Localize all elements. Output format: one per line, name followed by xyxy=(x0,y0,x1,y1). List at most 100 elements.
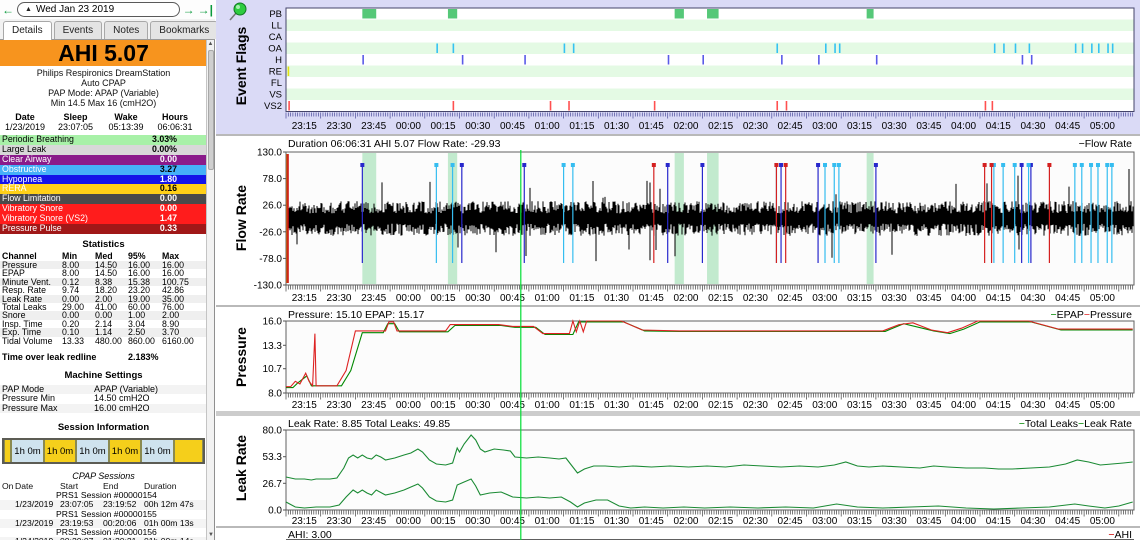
session-block[interactable]: 1h 0m xyxy=(141,440,174,462)
event-tick-mark xyxy=(568,101,570,111)
session-block[interactable]: 1h 0m xyxy=(109,440,141,462)
next-day-arrow-icon[interactable]: → xyxy=(183,4,195,16)
chart-legend: −Flow Rate xyxy=(1079,138,1133,150)
event-tick-mark xyxy=(1031,55,1033,65)
x-tick-label: 00:00 xyxy=(396,121,421,132)
hypopnea-event-marker xyxy=(460,163,464,167)
previous-day-arrow-icon[interactable]: ← xyxy=(2,4,14,16)
session-block[interactable]: 1h 0m xyxy=(11,440,44,462)
cpap-sessions-header-cell: Date xyxy=(15,482,60,491)
date-selector[interactable]: ▲ Wed Jan 23 2019 xyxy=(17,2,180,17)
snore-event-marker xyxy=(990,163,994,167)
obstructive-event-marker xyxy=(1096,163,1100,167)
x-tick-label: 04:15 xyxy=(986,293,1011,304)
session-block[interactable] xyxy=(174,440,203,462)
machine-setting-cell: Pressure Max xyxy=(2,404,94,414)
event-tick-mark xyxy=(436,44,438,54)
y-tick-label: 80.0 xyxy=(263,426,283,437)
event-index-label: Obstructive xyxy=(0,165,135,175)
sidebar-scrollbar[interactable]: ▲ ▼ xyxy=(206,40,214,540)
leak-rate-plot[interactable] xyxy=(286,430,1134,510)
scroll-down-icon[interactable]: ▼ xyxy=(207,531,215,540)
panel-divider xyxy=(216,134,1140,136)
flag-row-label: VS xyxy=(269,90,282,101)
event-tick-mark xyxy=(825,44,827,54)
event-index-label: RERA xyxy=(0,184,135,194)
scroll-up-icon[interactable]: ▲ xyxy=(207,40,214,49)
x-tick-label: 23:45 xyxy=(361,400,386,411)
hypopnea-event-marker xyxy=(816,163,820,167)
obstructive-event-marker xyxy=(1073,163,1077,167)
session-block[interactable] xyxy=(4,440,11,462)
calendar-expand-icon[interactable]: ▲ xyxy=(25,6,32,13)
chart-legend: −AHI xyxy=(1108,529,1132,540)
x-tick-label: 04:30 xyxy=(1020,293,1045,304)
x-tick-label: 00:00 xyxy=(396,293,421,304)
event-tick-mark xyxy=(288,67,290,77)
machine-settings-title: Machine Settings xyxy=(0,370,207,382)
event-tick-mark xyxy=(818,55,820,65)
latest-day-arrow-icon[interactable]: →| xyxy=(198,4,213,16)
event-index-spacer xyxy=(177,214,207,224)
x-tick-label: 00:15 xyxy=(431,121,456,132)
date-navigation-bar: ← ▲ Wed Jan 23 2019 → →| xyxy=(0,0,215,19)
obstructive-event-marker xyxy=(1110,163,1114,167)
x-tick-label: 01:15 xyxy=(569,121,594,132)
event-tick-mark xyxy=(1107,44,1109,54)
event-index-row[interactable]: Pressure Pulse0.33 xyxy=(0,224,207,234)
x-tick-label: 04:45 xyxy=(1055,516,1080,527)
x-tick-label: 05:00 xyxy=(1090,516,1115,527)
tab-notes[interactable]: Notes xyxy=(104,21,148,39)
x-tick-label: 01:30 xyxy=(604,121,629,132)
event-tick-mark xyxy=(362,55,364,65)
charts-area: Event FlagsPBLLCAOAHREFLVSVS223:1523:302… xyxy=(216,0,1140,540)
pb-span-mark xyxy=(867,9,874,19)
event-index-spacer xyxy=(177,184,207,194)
flag-row-stripe xyxy=(286,66,1134,78)
statistics-cell: 6160.00 xyxy=(162,337,201,345)
flag-row-label: FL xyxy=(271,78,282,89)
session-block[interactable]: 1h 0m xyxy=(76,440,109,462)
x-tick-label: 04:30 xyxy=(1020,121,1045,132)
tab-events[interactable]: Events xyxy=(54,21,103,39)
event-index-label: Vibratory Snore (VS2) xyxy=(0,214,135,224)
machine-info-line: PAP Mode: APAP (Variable) xyxy=(0,88,207,98)
session-block[interactable]: 1h 0m xyxy=(44,440,76,462)
x-tick-label: 00:30 xyxy=(465,293,490,304)
tab-bookmarks[interactable]: Bookmarks xyxy=(150,21,218,39)
time-axis-ruler xyxy=(286,286,1133,292)
x-tick-label: 04:00 xyxy=(951,293,976,304)
statistics-section: Statistics ChannelMinMed95%MaxPressure8.… xyxy=(0,239,207,345)
x-tick-label: 03:00 xyxy=(812,400,837,411)
event-tick-mark xyxy=(834,44,836,54)
event-tick-mark xyxy=(550,101,552,111)
event-index-spacer xyxy=(177,175,207,185)
x-tick-label: 01:30 xyxy=(604,293,629,304)
snore-event-marker xyxy=(652,163,656,167)
tab-details[interactable]: Details xyxy=(3,21,52,40)
machine-settings-table: PAP ModeAPAP (Variable)Pressure Min14.50… xyxy=(0,385,207,414)
event-tick-mark xyxy=(453,101,455,111)
obstructive-event-marker xyxy=(1001,163,1005,167)
x-tick-label: 23:15 xyxy=(292,516,317,527)
leak-rate-title: Leak Rate xyxy=(233,435,249,501)
session-timeline-bar[interactable]: 1h 0m1h 0m1h 0m1h 0m1h 0m xyxy=(2,438,205,464)
obstructive-event-marker xyxy=(823,163,827,167)
y-tick-label: 8.0 xyxy=(268,389,282,400)
x-tick-label: 01:45 xyxy=(639,516,664,527)
panel-splitter[interactable] xyxy=(216,411,1140,416)
event-index-label: Hypopnea xyxy=(0,175,135,185)
scrollbar-thumb[interactable] xyxy=(208,50,214,170)
obstructive-event-marker xyxy=(1080,163,1084,167)
flag-row-label: VS2 xyxy=(264,101,282,112)
flow-rate-header: Duration 06:06:31 AHI 5.07 Flow Rate: -2… xyxy=(288,138,501,150)
cpap-sessions-list: CPAP Sessions OnDateStartEndDuration PRS… xyxy=(0,470,207,540)
obstructive-event-marker xyxy=(451,163,455,167)
tab-bar: DetailsEventsNotesBookmarks xyxy=(0,19,215,40)
cpap-sessions-header-cell: On xyxy=(2,482,15,491)
event-tick-mark xyxy=(288,101,290,111)
obstructive-event-marker xyxy=(562,163,566,167)
event-tick-mark xyxy=(1022,55,1024,65)
leak-redline-value: 2.183% xyxy=(128,352,207,362)
machine-info-line: Auto CPAP xyxy=(0,78,207,88)
